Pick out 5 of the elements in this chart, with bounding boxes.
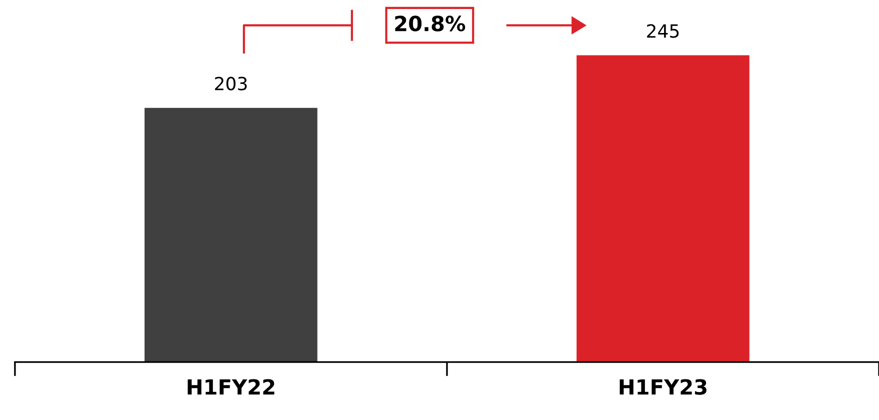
data-label: 245 (647, 24, 679, 38)
text: 20.8% (395, 16, 466, 32)
x-tick-label: H1FY23 (620, 379, 706, 395)
x-tick-label: H1FY22 (188, 379, 274, 395)
data-label: 203 (215, 76, 247, 90)
